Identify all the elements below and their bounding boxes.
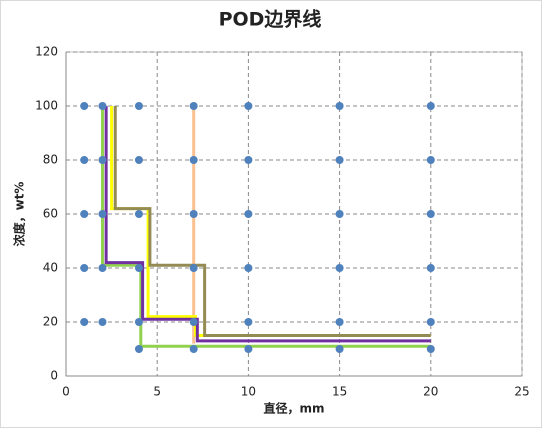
x-tick-label: 0 (62, 385, 70, 399)
scatter-point (98, 102, 107, 110)
y-tick-label: 40 (43, 261, 58, 275)
x-tick-label: 5 (153, 385, 161, 399)
scatter-point (335, 264, 344, 272)
scatter-point (244, 210, 253, 218)
scatter-point (80, 210, 89, 218)
scatter-point (134, 102, 143, 110)
scatter-point (134, 318, 143, 326)
scatter-point (426, 210, 435, 218)
step-line (110, 106, 431, 337)
y-tick-label: 120 (35, 45, 58, 59)
x-axis-label: 直径，mm (263, 401, 324, 416)
y-tick-label: 60 (43, 207, 58, 221)
scatter-point (98, 318, 107, 326)
scatter-point (335, 210, 344, 218)
scatter-point (134, 210, 143, 218)
x-tick-label: 10 (241, 385, 256, 399)
scatter-point (244, 345, 253, 353)
scatter-point (335, 318, 344, 326)
scatter-point (80, 318, 89, 326)
scatter-point (98, 156, 107, 164)
scatter-point (244, 264, 253, 272)
scatter-point (189, 102, 198, 110)
scatter-point (244, 318, 253, 326)
scatter-point (134, 156, 143, 164)
scatter-point (335, 345, 344, 353)
x-tick-label: 25 (514, 385, 529, 399)
scatter-point (244, 102, 253, 110)
scatter-point (189, 156, 198, 164)
y-tick-label: 80 (43, 153, 58, 167)
scatter-point (134, 264, 143, 272)
scatter-point (98, 210, 107, 218)
scatter-point (426, 345, 435, 353)
step-line (104, 106, 431, 343)
y-tick-label: 0 (50, 369, 58, 383)
y-axis-label: 浓度，wt% (12, 182, 27, 247)
x-tick-label: 20 (423, 385, 438, 399)
scatter-point (335, 102, 344, 110)
scatter-point (189, 318, 198, 326)
y-tick-label: 100 (35, 99, 58, 113)
scatter-point (426, 264, 435, 272)
x-tick-label: 15 (332, 385, 347, 399)
scatter-point (244, 156, 253, 164)
scatter-point (335, 156, 344, 164)
chart-title: POD边界线 (219, 8, 322, 31)
scatter-point (80, 264, 89, 272)
y-tick-label: 20 (43, 315, 58, 329)
scatter-point (134, 345, 143, 353)
scatter-point (426, 102, 435, 110)
step-line (113, 106, 431, 337)
scatter-point (426, 318, 435, 326)
scatter-point (98, 264, 107, 272)
scatter-point (189, 210, 198, 218)
scatter-point (426, 156, 435, 164)
scatter-point (189, 264, 198, 272)
scatter-point (80, 102, 89, 110)
scatter-point (80, 156, 89, 164)
scatter-point (189, 345, 198, 353)
